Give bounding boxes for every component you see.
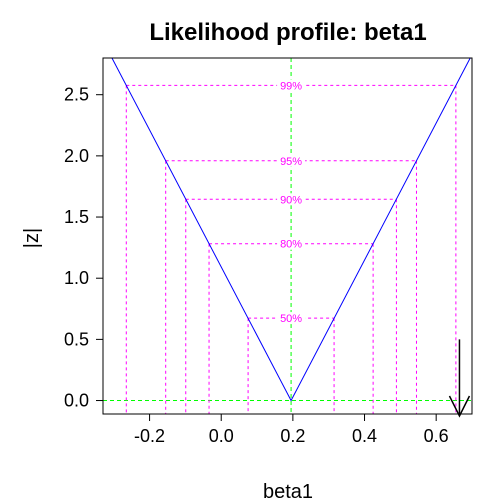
- level-label-99: 99%: [280, 80, 302, 92]
- level-label-80: 80%: [280, 239, 302, 251]
- level-label-95: 95%: [280, 156, 302, 168]
- x-axis-label: beta1: [263, 481, 313, 503]
- x-tick-label: 0.6: [424, 426, 449, 446]
- y-tick-label: 2.0: [64, 146, 89, 166]
- x-tick-label: 0.4: [352, 426, 377, 446]
- plot-area: 50% 80% 90% 95% 99% -0.2 0.0 0.2 0.4 0.6 0.0 0.5 1.0…: [64, 58, 472, 446]
- x-tick-label: 0.2: [280, 426, 305, 446]
- y-tick-label: 1.0: [64, 268, 89, 288]
- y-tick-label: 2.5: [64, 85, 89, 105]
- y-tick-label: 0.5: [64, 329, 89, 349]
- y-tick-label: 0.0: [64, 391, 89, 411]
- level-label-50: 50%: [280, 313, 302, 325]
- chart-title: Likelihood profile: beta1: [149, 19, 426, 46]
- x-tick-label: -0.2: [134, 426, 165, 446]
- level-label-90: 90%: [280, 194, 302, 206]
- y-axis-label: |z|: [21, 228, 43, 248]
- y-tick-label: 1.5: [64, 207, 89, 227]
- x-tick-label: 0.0: [209, 426, 234, 446]
